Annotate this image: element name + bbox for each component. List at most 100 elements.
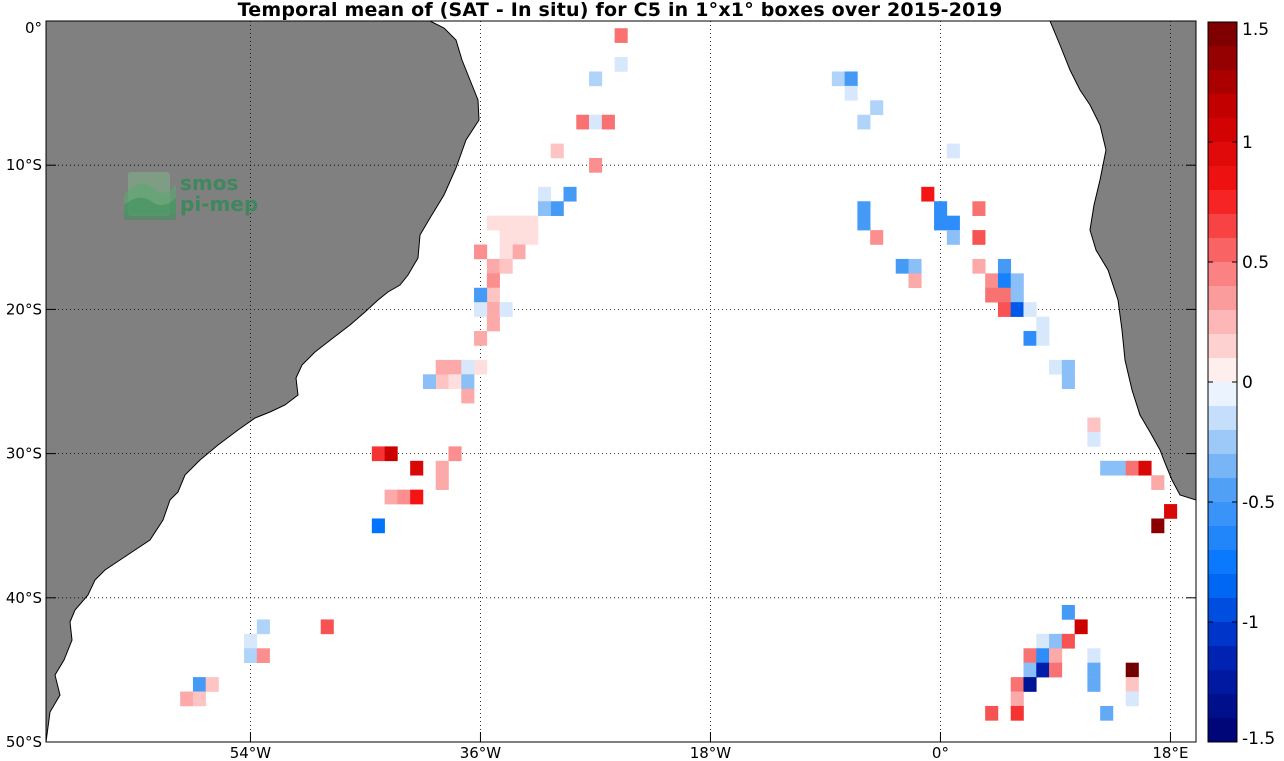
data-cell [384, 446, 398, 462]
data-cell [985, 705, 999, 721]
colorbar-swatch [1208, 22, 1237, 47]
data-cell [972, 230, 986, 245]
colorbar-swatch [1208, 694, 1237, 719]
data-cell [256, 619, 270, 635]
data-cell [589, 157, 603, 173]
lat-tick-label: 30°S [6, 445, 42, 463]
data-cell [1164, 504, 1178, 519]
data-cell [1010, 287, 1024, 303]
lat-tick-label: 50°S [6, 733, 42, 751]
data-cell [997, 287, 1012, 303]
data-cell [384, 489, 398, 505]
data-cell [512, 230, 526, 245]
data-cell [985, 273, 999, 289]
lon-tick-label: 0° [932, 744, 949, 761]
lon-tick-label: 18°E [1152, 744, 1188, 761]
data-cell [1138, 460, 1152, 476]
colorbar: 1.5 1 0.5 0 -0.5 -1 -1.5 [1207, 20, 1275, 749]
data-cell [461, 359, 475, 375]
colorbar-swatch [1208, 334, 1237, 359]
lat-tick-label: 40°S [6, 589, 42, 607]
colorbar-swatch [1208, 238, 1237, 263]
data-cell [997, 273, 1012, 289]
data-cell [192, 691, 207, 707]
data-cell [1125, 460, 1139, 476]
data-cell [1010, 691, 1024, 707]
data-cell [410, 489, 424, 505]
colorbar-swatch [1208, 214, 1237, 239]
data-cell [1125, 677, 1139, 692]
data-cell [537, 201, 552, 216]
data-cell [1061, 605, 1075, 620]
colorbar-tick-label: -0.5 [1242, 493, 1275, 513]
colorbar-swatch [1208, 142, 1237, 167]
data-cell [499, 258, 513, 274]
data-cell [486, 258, 500, 274]
colorbar-swatch [1208, 70, 1237, 95]
data-cell [1010, 302, 1024, 317]
colorbar-swatch [1208, 598, 1237, 623]
colorbar-swatch [1208, 118, 1237, 143]
colorbar-swatch [1208, 526, 1237, 551]
data-cell [1061, 374, 1075, 390]
colorbar-swatch [1208, 670, 1237, 695]
lon-tick-label: 54°W [230, 744, 272, 761]
colorbar-tick-label: 1 [1242, 133, 1253, 153]
data-cell [448, 359, 462, 375]
data-cell [486, 273, 500, 289]
lon-tick-label: 36°W [460, 744, 502, 761]
data-cell [486, 215, 500, 231]
colorbar-tick-label: 0.5 [1242, 253, 1269, 273]
data-cell [1023, 331, 1037, 346]
data-cell [550, 143, 564, 159]
data-cell [448, 374, 462, 390]
data-cell [921, 186, 935, 202]
data-cell [486, 287, 500, 303]
data-cell [844, 85, 858, 101]
data-cell [1049, 662, 1063, 678]
data-cell [371, 518, 385, 534]
data-cell [908, 258, 922, 274]
data-cell [499, 244, 513, 260]
data-cell [192, 677, 207, 692]
data-cell [435, 460, 449, 476]
data-cell [1100, 460, 1114, 476]
lat-tick-label: 0° [25, 19, 42, 37]
data-cell [499, 302, 513, 317]
colorbar-tick-label: -1 [1242, 613, 1259, 633]
data-cell [474, 302, 488, 317]
colorbar-swatch [1208, 550, 1237, 575]
data-cell [320, 619, 334, 635]
latitude-axis: 0° 10°S 20°S 30°S 40°S 50°S [6, 19, 1196, 751]
data-cell [1049, 633, 1063, 649]
data-cell [857, 201, 871, 216]
data-cell [474, 359, 488, 375]
data-cell [1087, 662, 1101, 678]
data-cell [1074, 619, 1088, 635]
data-cell [486, 316, 500, 332]
colorbar-swatch [1208, 646, 1237, 671]
data-cell [435, 374, 449, 390]
data-cell [512, 215, 526, 231]
data-cell [244, 633, 258, 649]
data-cell [895, 258, 909, 274]
colorbar-swatch [1208, 286, 1237, 311]
data-cell [1010, 677, 1024, 692]
lat-tick-label: 10°S [6, 156, 42, 174]
colorbar-swatch [1208, 574, 1237, 599]
data-cell [576, 114, 590, 130]
logo-icon [124, 172, 176, 220]
data-cell [499, 230, 513, 245]
gridlines [46, 21, 1196, 742]
data-cell [870, 230, 884, 245]
colorbar-swatch [1208, 358, 1237, 383]
data-cell [1023, 648, 1037, 663]
data-cell [1112, 460, 1127, 476]
data-cell [550, 201, 564, 216]
longitude-axis: 54°W 36°W 18°W 0° 18°E [230, 732, 1188, 761]
data-cell [1100, 705, 1114, 721]
africa-landmass [1049, 21, 1196, 501]
logo-text-smos: smos [180, 171, 238, 195]
data-cell [512, 244, 526, 260]
colorbar-swatch [1208, 262, 1237, 287]
